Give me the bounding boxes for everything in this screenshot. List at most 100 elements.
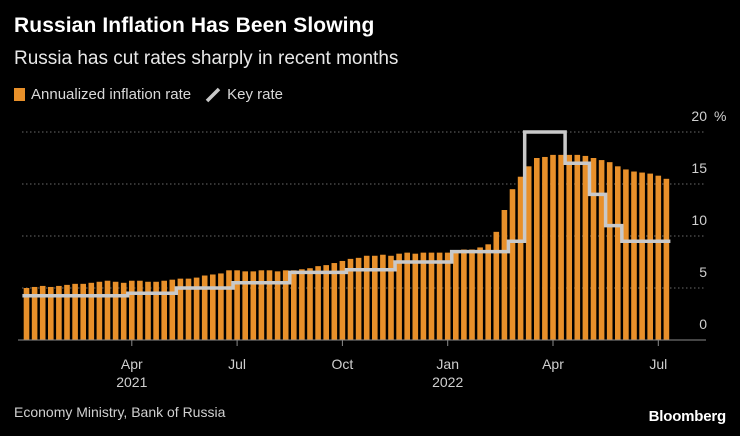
inflation-bar (104, 280, 111, 340)
y-tick-label-10: 10 (691, 212, 707, 228)
inflation-bar (534, 158, 540, 340)
inflation-bar (509, 189, 516, 340)
inflation-bar (169, 279, 176, 340)
legend-item-inflation: Annualized inflation rate (14, 86, 191, 103)
inflation-bar (380, 254, 386, 340)
y-tick-label-20: 20 (691, 108, 707, 124)
inflation-bar (307, 268, 313, 340)
key-rate-line (22, 130, 671, 298)
inflation-bar (347, 258, 354, 340)
inflation-bar (550, 154, 556, 340)
inflation-bar (558, 154, 564, 340)
x-tick-label-oct: Oct (332, 356, 354, 372)
inflation-bar (315, 266, 321, 340)
inflation-bar (96, 281, 103, 340)
inflation-bar (226, 270, 232, 340)
inflation-bar (331, 263, 338, 340)
inflation-bar (129, 280, 135, 340)
x-tick-label-apr: Apr (121, 356, 143, 372)
inflation-bar (461, 249, 467, 340)
inflation-bar (250, 271, 257, 340)
inflation-bar (112, 281, 119, 340)
y-axis-unit: % (714, 108, 726, 124)
x-tick-label-apr: Apr (542, 356, 564, 372)
inflation-bar (412, 253, 419, 340)
legend: Annualized inflation rate Key rate (14, 86, 297, 103)
inflation-bar (574, 154, 581, 340)
inflation-bar (80, 283, 86, 340)
inflation-bar (542, 156, 548, 340)
inflation-bar (274, 271, 281, 340)
inflation-bar (598, 160, 605, 340)
inflation-bar (647, 173, 653, 340)
inflation-bar (23, 288, 30, 340)
inflation-bar (291, 270, 297, 340)
inflation-bar (88, 282, 95, 340)
inflation-bar (517, 176, 524, 340)
y-tick-label-0: 0 (699, 316, 707, 332)
y-axis: 20 15 10 5 0% (691, 108, 726, 332)
inflation-bar (469, 249, 475, 340)
inflation-bar (193, 277, 200, 340)
inflation-bar (266, 270, 273, 340)
inflation-bar (566, 154, 572, 340)
inflation-bar (258, 270, 265, 340)
inflation-bar (218, 273, 224, 340)
x-year-label-2022: 2022 (432, 374, 463, 390)
inflation-bar (396, 253, 402, 340)
inflation-bar (339, 260, 346, 340)
inflation-bar (242, 271, 248, 340)
legend-label-inflation: Annualized inflation rate (31, 86, 192, 103)
inflation-bar (299, 269, 305, 340)
legend-label-key-rate: Key rate (227, 86, 283, 103)
inflation-bar (453, 250, 459, 340)
inflation-bar (48, 286, 54, 340)
inflation-bar (404, 252, 410, 340)
y-tick-label-5: 5 (699, 264, 707, 280)
inflation-bar (355, 257, 362, 340)
inflation-bar (234, 270, 240, 340)
legend-item-key-rate: Key rate (205, 86, 283, 103)
inflation-bar (485, 244, 491, 340)
inflation-bar (282, 270, 289, 340)
inflation-bar (64, 284, 70, 340)
inflation-bar (201, 275, 208, 340)
inflation-bar (582, 155, 589, 340)
inflation-bar (39, 285, 46, 340)
chart-subtitle: Russia has cut rates sharply in recent m… (14, 48, 399, 69)
x-tick-label-jan: Jan (436, 356, 459, 372)
x-tick-label-jul: Jul (228, 356, 246, 372)
line-series (22, 130, 671, 298)
inflation-bar (615, 166, 621, 340)
inflation-bar (501, 210, 508, 340)
inflation-bar (606, 162, 613, 340)
inflation-bar (177, 278, 184, 340)
source-note: Economy Ministry, Bank of Russia (14, 404, 226, 420)
y-tick-label-15: 15 (691, 160, 707, 176)
inflation-bar (525, 166, 532, 340)
inflation-bar (323, 265, 329, 340)
inflation-bar (590, 158, 597, 340)
inflation-bar (631, 171, 637, 340)
inflation-bar (153, 281, 159, 340)
bar-series (23, 154, 670, 340)
inflation-bar (388, 255, 394, 340)
inflation-bar (436, 252, 443, 340)
x-tick-label-jul: Jul (649, 356, 667, 372)
inflation-bar (210, 274, 216, 340)
x-year-label-2021: 2021 (116, 374, 147, 390)
inflation-bar (639, 172, 645, 340)
inflation-bar (137, 280, 143, 340)
chart-title: Russian Inflation Has Been Slowing (14, 14, 375, 37)
inflation-bar (477, 247, 483, 340)
legend-bar-swatch (14, 88, 25, 101)
bloomberg-logo: Bloomberg (648, 408, 727, 425)
inflation-bar (161, 280, 167, 340)
legend-line-swatch (205, 87, 221, 102)
inflation-bar (428, 252, 435, 340)
inflation-bar (145, 281, 151, 340)
inflation-bar (120, 282, 127, 340)
inflation-bar (56, 285, 62, 340)
inflation-bar (420, 252, 427, 340)
